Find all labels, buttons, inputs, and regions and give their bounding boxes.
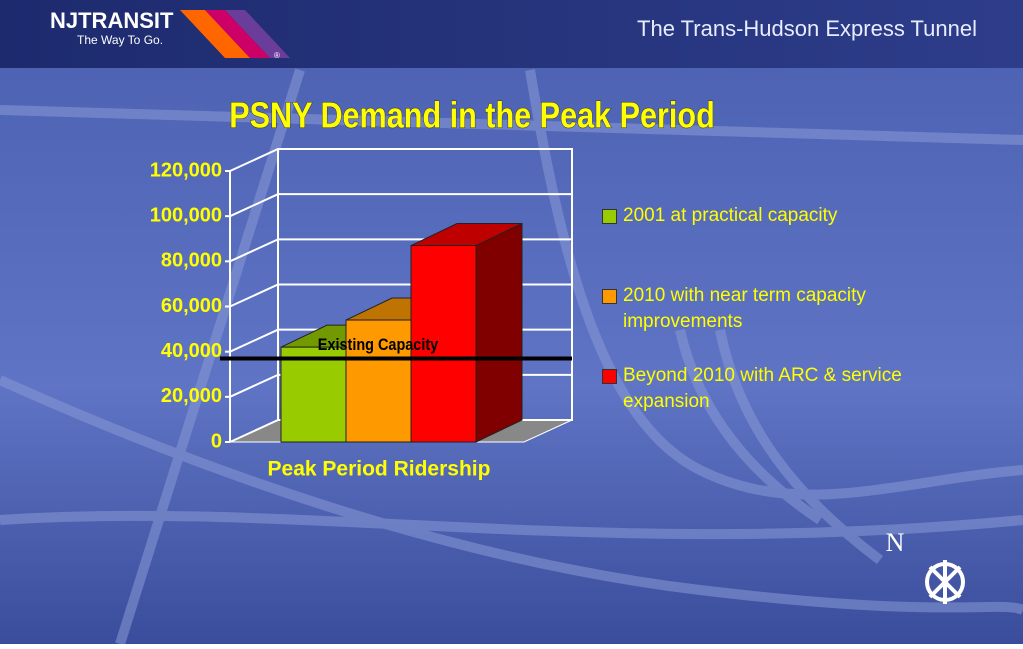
legend-entry: 2001 at practical capacity [602, 203, 902, 229]
grid-line [229, 193, 572, 218]
y-tick-label: 40,000 [161, 340, 222, 362]
y-tick-label: 120,000 [150, 159, 222, 181]
compass-label: N [886, 528, 905, 557]
y-tick-label: 60,000 [161, 295, 222, 317]
y-tick-label: 100,000 [150, 204, 222, 226]
bar-front [345, 319, 412, 443]
legend-label: 2001 at practical capacity [623, 205, 838, 226]
legend-label: Beyond 2010 with ARC & service expansion [623, 365, 902, 412]
compass-rose [925, 560, 965, 604]
annotation: Existing Capacity [318, 336, 439, 354]
header-bar [0, 0, 1023, 68]
banner-title: The Trans-Hudson Express Tunnel [637, 16, 977, 41]
logo-stripe [205, 10, 270, 58]
registered: ® [274, 51, 280, 60]
y-tick-label: 0 [211, 430, 222, 452]
logo-stripe [180, 10, 250, 58]
legend-swatch [602, 369, 617, 384]
bar [410, 222, 523, 443]
legend-entry: 2010 with near term capacity improvement… [602, 283, 902, 335]
tagline: The Way To Go. [77, 33, 163, 47]
bar-side [475, 222, 523, 443]
legend-swatch [602, 209, 617, 224]
logo-stripe [225, 10, 290, 58]
legend-entry: Beyond 2010 with ARC & service expansion [602, 363, 902, 415]
chart-title: PSNY Demand in the Peak Period [229, 96, 715, 136]
legend-swatch [602, 289, 617, 304]
legend-label: 2010 with near term capacity improvement… [623, 285, 866, 332]
logo: NJTRANSIT [50, 8, 174, 33]
map-decoration [0, 68, 1023, 646]
grid-line [229, 148, 572, 172]
bar-front [410, 245, 477, 443]
y-tick-label: 20,000 [161, 385, 222, 407]
bar-front [280, 346, 347, 443]
y-tick-label: 80,000 [161, 250, 222, 272]
x-axis-label: Peak Period Ridership [268, 458, 491, 481]
